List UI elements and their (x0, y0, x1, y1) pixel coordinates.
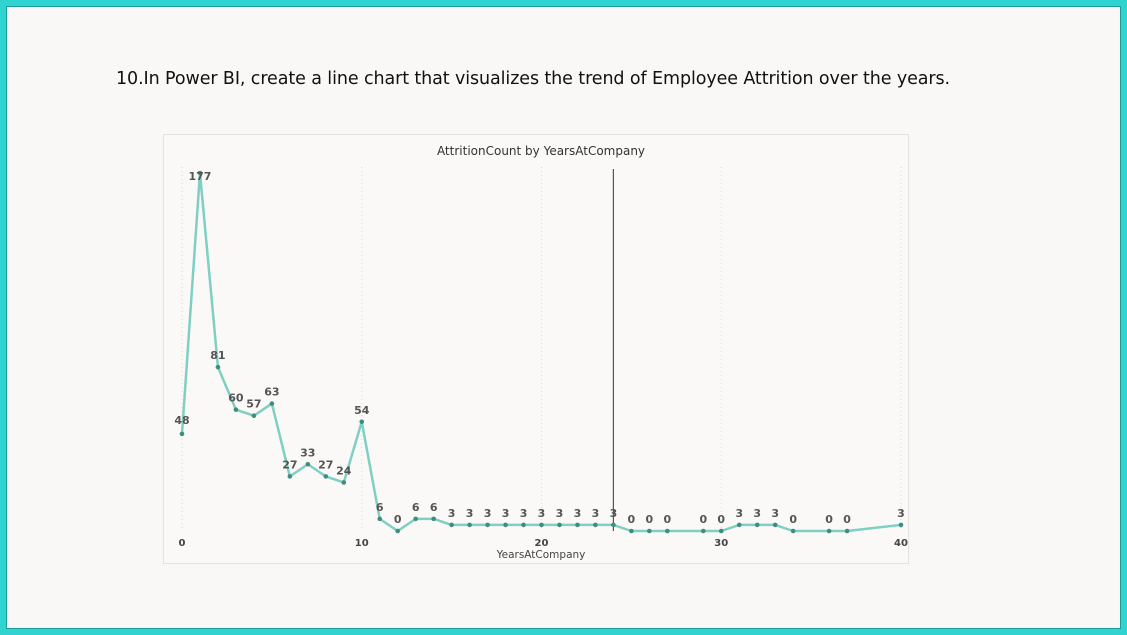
data-label: 60 (228, 392, 244, 405)
data-label: 0 (843, 513, 851, 526)
data-point[interactable] (629, 528, 634, 534)
data-point[interactable] (503, 522, 508, 528)
data-point[interactable] (772, 522, 778, 528)
data-point[interactable] (233, 407, 239, 412)
line-chart-visual[interactable]: AttritionCount by YearsAtCompany 0 10 20 30… (163, 134, 909, 564)
data-label: 6 (430, 501, 438, 514)
data-point[interactable] (197, 170, 203, 176)
x-tick-label: 30 (714, 538, 728, 549)
data-label: 3 (520, 507, 528, 520)
data-point[interactable] (215, 364, 221, 370)
data-label: 54 (354, 404, 370, 417)
data-label: 0 (628, 513, 636, 526)
data-label: 3 (538, 507, 546, 520)
data-point[interactable] (341, 480, 347, 485)
data-label: 27 (318, 458, 333, 471)
data-label: 57 (246, 398, 261, 411)
data-point[interactable] (700, 528, 706, 534)
data-label: 3 (735, 507, 743, 520)
chart-svg: AttritionCount by YearsAtCompany 0 10 20 30… (174, 144, 908, 561)
chart-title: AttritionCount by YearsAtCompany (437, 144, 645, 158)
data-label: 0 (825, 513, 833, 526)
data-label: 3 (466, 507, 474, 520)
data-label: 3 (753, 507, 761, 520)
data-point[interactable] (593, 522, 598, 528)
data-label: 6 (376, 501, 384, 514)
data-label: 3 (448, 507, 456, 520)
data-point[interactable] (449, 522, 454, 528)
data-point[interactable] (359, 419, 365, 425)
question-text: 10.In Power BI, create a line chart that… (116, 69, 950, 89)
data-label: 63 (264, 386, 279, 399)
data-point[interactable] (485, 522, 490, 528)
data-label: 3 (574, 507, 582, 520)
data-label: 0 (663, 513, 671, 526)
data-point[interactable] (736, 522, 742, 528)
x-tick-label: 0 (179, 538, 186, 549)
data-point[interactable] (665, 528, 670, 534)
data-label: 6 (412, 501, 420, 514)
data-label: 3 (592, 507, 600, 520)
data-point[interactable] (718, 528, 724, 534)
data-point[interactable] (305, 461, 311, 467)
data-label: 0 (717, 513, 725, 526)
data-label: 0 (789, 513, 797, 526)
data-point[interactable] (539, 522, 544, 528)
grid-lines (181, 167, 902, 531)
data-label: 48 (174, 414, 189, 427)
data-point[interactable] (467, 522, 472, 528)
data-point[interactable] (323, 474, 329, 479)
data-label: 3 (502, 507, 510, 520)
data-label: 3 (771, 507, 779, 520)
data-label: 3 (897, 507, 905, 520)
data-point[interactable] (251, 413, 257, 419)
data-point[interactable] (575, 522, 580, 528)
data-point[interactable] (754, 522, 760, 528)
data-point[interactable] (790, 528, 796, 534)
data-label: 0 (394, 513, 402, 526)
data-point[interactable] (844, 528, 850, 534)
x-tick-label: 40 (894, 538, 908, 549)
data-point[interactable] (826, 528, 832, 534)
data-label: 3 (610, 507, 618, 520)
data-point[interactable] (557, 522, 562, 528)
x-tick-label: 10 (355, 538, 369, 549)
data-label: 33 (300, 446, 315, 459)
data-label: 0 (646, 513, 654, 526)
data-label: 81 (210, 349, 225, 362)
data-point[interactable] (431, 516, 436, 522)
data-label: 3 (484, 507, 492, 520)
data-point[interactable] (521, 522, 526, 528)
slide-inner-border (6, 6, 1121, 629)
data-point[interactable] (377, 516, 383, 522)
x-axis-title: YearsAtCompany (496, 549, 586, 561)
data-label: 27 (282, 458, 297, 471)
data-point[interactable] (898, 522, 904, 528)
data-point[interactable] (269, 401, 275, 406)
data-point[interactable] (395, 528, 400, 534)
data-label: 3 (556, 507, 564, 520)
data-point[interactable] (413, 516, 418, 522)
x-axis-ticks: 0 10 20 30 40 (179, 538, 908, 549)
data-label: 177 (188, 170, 211, 183)
data-point[interactable] (647, 528, 652, 534)
data-point[interactable] (179, 431, 185, 437)
data-points (179, 170, 904, 534)
data-label: 0 (699, 513, 707, 526)
data-point[interactable] (287, 474, 293, 479)
data-point[interactable] (611, 522, 616, 528)
x-tick-label: 20 (535, 538, 549, 549)
data-label: 24 (336, 464, 352, 477)
